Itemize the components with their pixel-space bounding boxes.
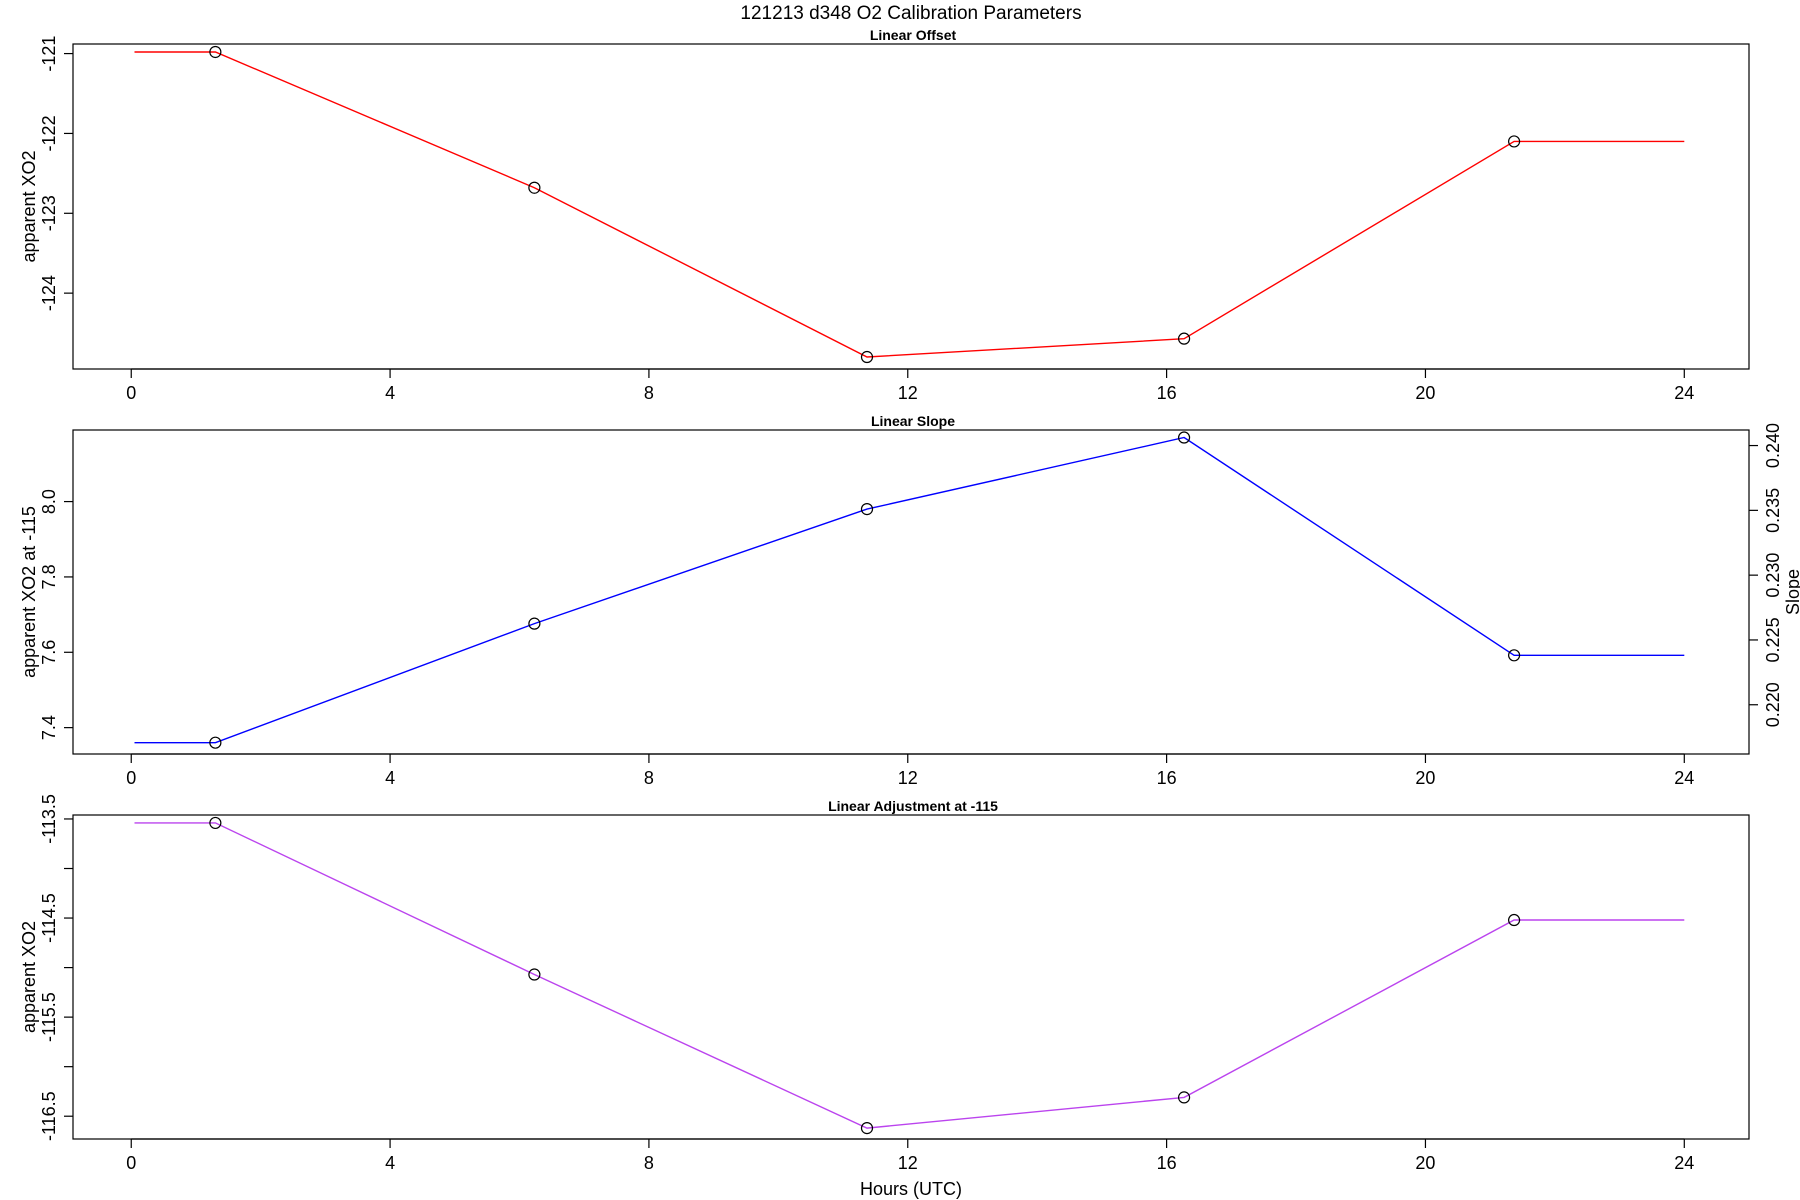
series-line-slope <box>134 436 1685 744</box>
y-tick-label-slope: 7.8 <box>39 564 59 589</box>
data-point-adjustment <box>528 968 541 981</box>
x-tick-label-offset: 16 <box>1157 383 1177 403</box>
data-point-offset <box>209 45 222 59</box>
panel-title-slope: Linear Slope <box>871 413 955 429</box>
x-tick-label-adjustment: 8 <box>644 1153 654 1173</box>
panel-slope: Linear Slope 0 4 8 12 16 20 24 7.4 7.6 7.8 8.0appar… <box>19 413 1800 788</box>
x-tick-label-slope: 0 <box>126 768 136 788</box>
series-line-adjustment <box>134 822 1685 1129</box>
y-axis-label-adjustment: apparent XO2 <box>19 921 39 1033</box>
y-tick-label-slope: 8.0 <box>39 489 59 514</box>
y2-tick-label-slope: 0.220 <box>1763 682 1783 727</box>
data-point-slope <box>528 617 541 630</box>
data-point-adjustment <box>1508 913 1521 927</box>
panel-title-adjustment: Linear Adjustment at -115 <box>828 798 998 814</box>
data-point-offset <box>860 350 874 364</box>
y-axis-label-slope: apparent XO2 at -115 <box>19 506 39 678</box>
x-tick-label-adjustment: 0 <box>126 1153 136 1173</box>
x-tick-label-adjustment: 16 <box>1157 1153 1177 1173</box>
x-tick-label-offset: 20 <box>1415 383 1435 403</box>
x-tick-label-adjustment: 24 <box>1674 1153 1694 1173</box>
data-point-slope <box>1177 431 1191 444</box>
data-point-adjustment <box>860 1122 874 1135</box>
y-tick-label-offset: -122 <box>39 115 59 151</box>
y-tick-label-offset: -124 <box>39 275 59 311</box>
y-axis-label-offset: apparent XO2 <box>19 150 39 262</box>
y2-tick-label-slope: 0.225 <box>1763 617 1783 662</box>
x-axis-label: Hours (UTC) <box>860 1179 962 1199</box>
x-tick-label-adjustment: 20 <box>1415 1153 1435 1173</box>
x-tick-label-slope: 24 <box>1674 768 1694 788</box>
plot-frame-adjustment <box>72 814 1750 1140</box>
data-point-offset <box>1177 332 1191 345</box>
data-point-slope <box>209 736 222 749</box>
y-tick-label-adjustment: -114.5 <box>39 893 59 943</box>
x-tick-label-adjustment: 4 <box>385 1153 395 1173</box>
data-point-offset <box>1508 135 1521 148</box>
y-tick-label-offset: -121 <box>39 36 59 72</box>
x-tick-label-offset: 8 <box>644 383 654 403</box>
data-point-slope <box>1508 649 1521 662</box>
x-tick-label-offset: 12 <box>898 383 918 403</box>
x-tick-label-slope: 8 <box>644 768 654 788</box>
data-point-adjustment <box>1177 1091 1191 1104</box>
y-tick-label-adjustment: -113.5 <box>39 794 59 844</box>
y2-tick-label-slope: 0.230 <box>1763 553 1783 598</box>
y-tick-label-adjustment: -116.5 <box>39 1091 59 1141</box>
x-tick-label-slope: 20 <box>1415 768 1435 788</box>
x-tick-label-adjustment: 12 <box>898 1153 918 1173</box>
main-title: 121213 d348 O2 Calibration Parameters <box>740 3 1081 24</box>
panel-adjustment: Linear Adjustment at -115 0 4 8 12 16 20 24 -116… <box>19 794 1750 1173</box>
y2-axis-label-slope: Slope <box>1783 569 1800 615</box>
x-tick-label-slope: 4 <box>385 768 395 788</box>
panel-title-offset: Linear Offset <box>870 27 957 43</box>
x-tick-label-offset: 4 <box>385 383 395 403</box>
y-tick-label-slope: 7.4 <box>39 715 59 740</box>
y-tick-label-adjustment: -115.5 <box>39 992 59 1042</box>
plot-frame-slope <box>72 429 1750 755</box>
panels: Linear Offset 0 4 8 12 16 20 24 -124 -123 -122 -121… <box>19 27 1800 1173</box>
x-tick-label-slope: 16 <box>1157 768 1177 788</box>
data-point-adjustment <box>209 816 222 830</box>
panel-offset: Linear Offset 0 4 8 12 16 20 24 -124 -123 -122 -121… <box>19 27 1750 403</box>
y-tick-label-slope: 7.6 <box>39 640 59 665</box>
y2-tick-label-slope: 0.235 <box>1763 488 1783 533</box>
data-point-slope <box>860 503 874 516</box>
y-tick-label-offset: -123 <box>39 195 59 231</box>
x-tick-label-offset: 0 <box>126 383 136 403</box>
data-point-offset <box>528 181 541 194</box>
x-tick-label-offset: 24 <box>1674 383 1694 403</box>
series-line-offset <box>134 51 1685 358</box>
plot-frame-offset <box>72 43 1750 370</box>
x-tick-label-slope: 12 <box>898 768 918 788</box>
y2-tick-label-slope: 0.240 <box>1763 423 1783 468</box>
